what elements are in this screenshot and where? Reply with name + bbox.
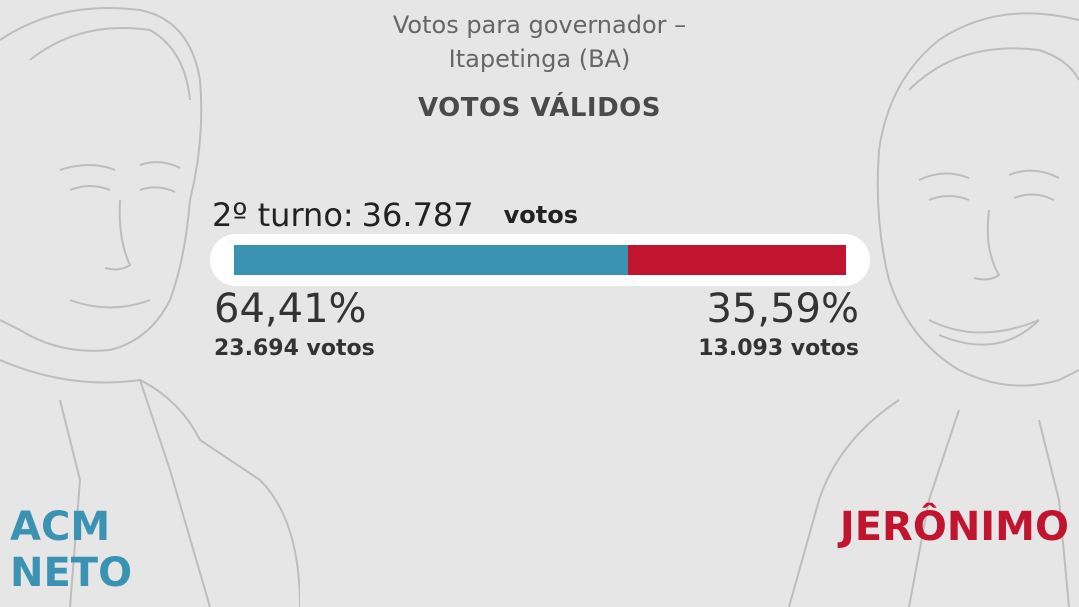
acm-neto-votes: 23.694 votos xyxy=(214,336,375,361)
jeronimo-name: JERÔNIMO xyxy=(839,504,1069,550)
acm-neto-portrait xyxy=(0,7,300,607)
bar-segment-acm-neto xyxy=(234,245,629,275)
bar-container xyxy=(210,234,870,286)
jeronimo-portrait xyxy=(788,12,1079,607)
turno-unit: votos xyxy=(503,201,579,229)
turno-total: 36.787 xyxy=(361,196,474,234)
chart-title: Votos para governador – xyxy=(392,11,687,39)
bar-track xyxy=(234,245,846,275)
acm-neto-name-line2: NETO xyxy=(10,550,133,596)
turno-label: 2º turno: xyxy=(212,196,354,234)
jeronimo-votes: 13.093 votos xyxy=(698,336,859,361)
acm-neto-name: ACM NETO xyxy=(10,504,132,596)
section-label: VOTOS VÁLIDOS xyxy=(417,93,661,123)
acm-neto-percentage: 64,41% xyxy=(214,286,367,332)
chart-subtitle: Itapetinga (BA) xyxy=(448,45,631,73)
bar-segment-jeronimo xyxy=(628,245,846,275)
turno-line: 2º turno: 36.787 votos xyxy=(212,196,578,234)
acm-neto-name-line1: ACM xyxy=(10,504,111,550)
chart-header: Votos para governador – Itapetinga (BA) xyxy=(0,8,1079,76)
jeronimo-percentage: 35,59% xyxy=(706,286,859,332)
